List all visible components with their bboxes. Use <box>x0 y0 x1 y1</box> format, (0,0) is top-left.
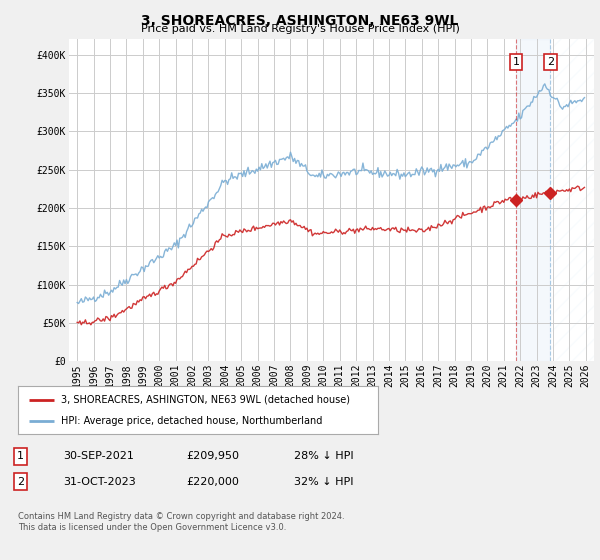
Text: £209,950: £209,950 <box>186 451 239 461</box>
Bar <box>516 39 550 361</box>
Text: 3, SHOREACRES, ASHINGTON, NE63 9WL (detached house): 3, SHOREACRES, ASHINGTON, NE63 9WL (deta… <box>61 395 350 405</box>
Bar <box>550 39 594 361</box>
Text: 28% ↓ HPI: 28% ↓ HPI <box>294 451 353 461</box>
Text: HPI: Average price, detached house, Northumberland: HPI: Average price, detached house, Nort… <box>61 416 323 426</box>
Text: 1: 1 <box>512 57 520 67</box>
Text: Price paid vs. HM Land Registry's House Price Index (HPI): Price paid vs. HM Land Registry's House … <box>140 24 460 34</box>
Text: 1: 1 <box>17 451 24 461</box>
Text: Contains HM Land Registry data © Crown copyright and database right 2024.
This d: Contains HM Land Registry data © Crown c… <box>18 512 344 532</box>
Text: 31-OCT-2023: 31-OCT-2023 <box>63 477 136 487</box>
Text: 2: 2 <box>17 477 24 487</box>
Text: 32% ↓ HPI: 32% ↓ HPI <box>294 477 353 487</box>
Text: 3, SHOREACRES, ASHINGTON, NE63 9WL: 3, SHOREACRES, ASHINGTON, NE63 9WL <box>142 14 458 28</box>
Text: 2: 2 <box>547 57 554 67</box>
Text: £220,000: £220,000 <box>186 477 239 487</box>
Text: 30-SEP-2021: 30-SEP-2021 <box>63 451 134 461</box>
